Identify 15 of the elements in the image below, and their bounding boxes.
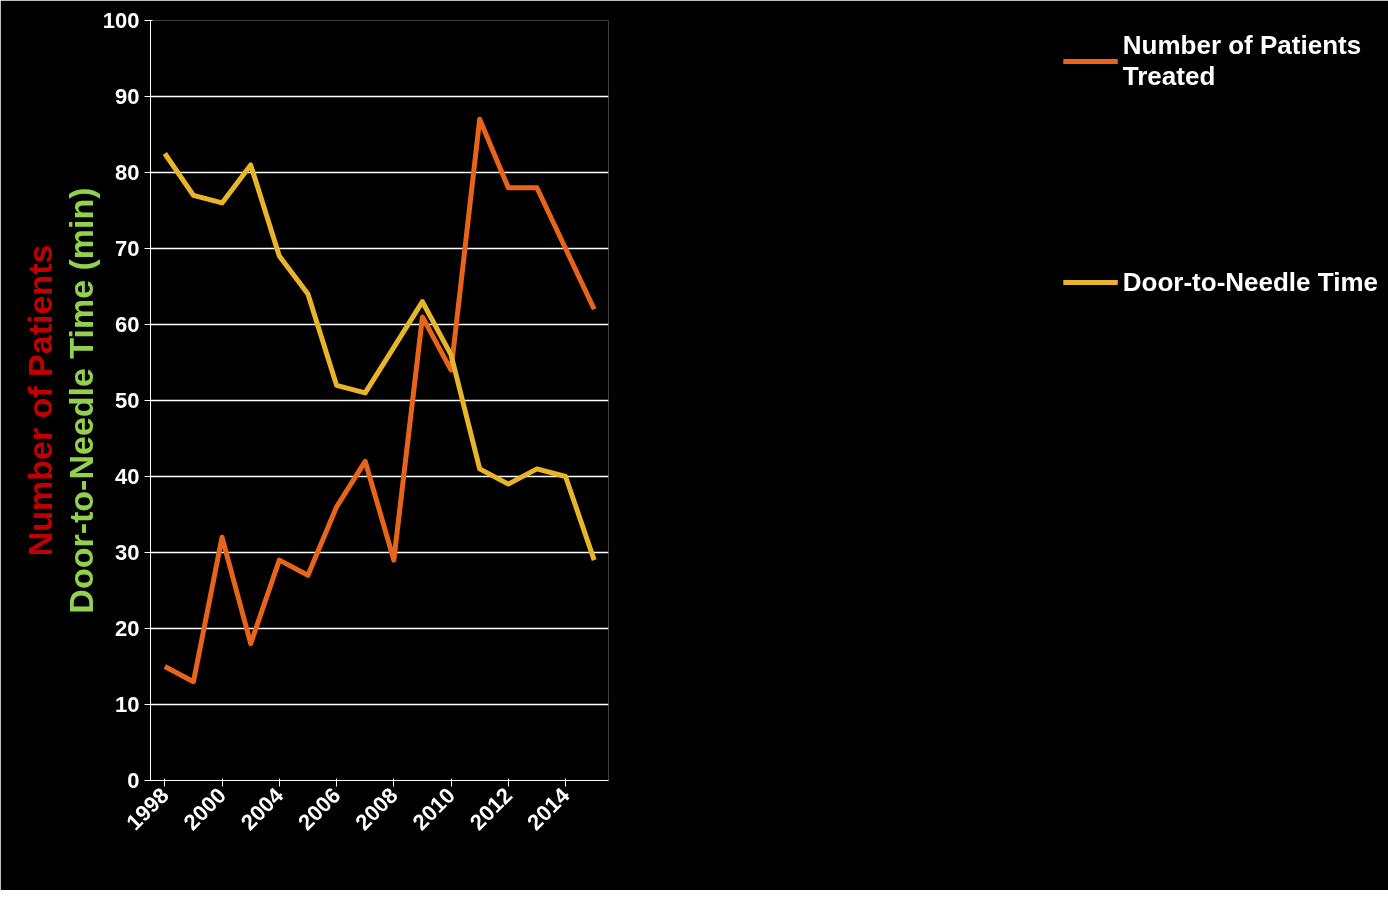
- y-tick-label: 90: [115, 84, 140, 109]
- y-tick-label: 60: [115, 312, 140, 337]
- y-tick-label: 10: [115, 692, 140, 717]
- y-tick-label: 40: [115, 464, 140, 489]
- legend-label: Number of Patients Treated: [1122, 30, 1362, 92]
- legend-label: Door-to-Needle Time: [1122, 265, 1378, 299]
- y-tick-label: 100: [102, 8, 140, 33]
- y-tick-label: 30: [115, 540, 140, 565]
- y2-axis-title: Door-to-Needle Time (min): [61, 187, 100, 614]
- y-tick-label: 70: [115, 236, 140, 261]
- y-axis-title: Number of Patients: [20, 244, 59, 557]
- y-tick-label: 80: [115, 160, 140, 185]
- y-tick-label: 50: [115, 388, 140, 413]
- y-tick-label: 20: [115, 616, 140, 641]
- y-tick-label: 0: [127, 768, 140, 793]
